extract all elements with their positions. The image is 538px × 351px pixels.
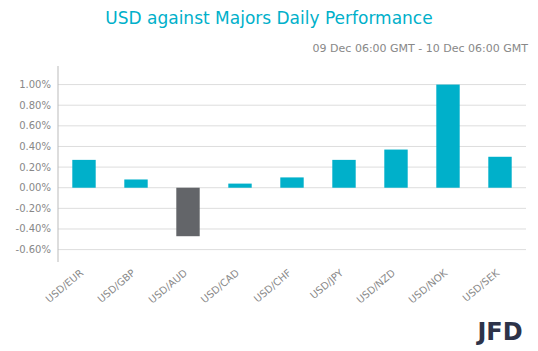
x-tick-label: USD/CHF <box>252 267 294 305</box>
x-tick-label: USD/NZD <box>354 267 397 306</box>
watermark: JFD <box>475 318 522 346</box>
bar <box>436 85 459 188</box>
x-tick-label: USD/CAD <box>199 267 242 305</box>
y-tick-label: -0.60% <box>16 244 51 255</box>
y-tick-label: -0.20% <box>16 203 51 214</box>
x-tick-label: USD/NOK <box>406 267 449 306</box>
bar <box>176 188 199 236</box>
grid-line <box>58 228 526 229</box>
bar <box>228 184 251 188</box>
x-tick-label: USD/JPY <box>308 267 346 301</box>
title: USD against Majors Daily Performance <box>105 8 432 28</box>
y-tick-label: 0.20% <box>19 162 51 173</box>
bar <box>124 179 147 187</box>
y-tick-label: 1.00% <box>19 79 51 90</box>
x-tick-label: USD/EUR <box>43 267 85 305</box>
grid-line <box>58 249 526 250</box>
bar <box>332 160 355 188</box>
chart: USD against Majors Daily Performance 09 D… <box>0 0 538 351</box>
y-tick-label: 0.60% <box>19 120 51 131</box>
y-axis-line <box>58 66 59 262</box>
bar <box>280 177 303 187</box>
y-tick-label: -0.40% <box>16 223 51 234</box>
x-tick-label: USD/AUD <box>147 267 190 306</box>
grid-line <box>58 208 526 209</box>
y-tick-label: 0.40% <box>19 141 51 152</box>
y-tick-label: 0.80% <box>19 100 51 111</box>
y-tick-label: 0.00% <box>19 182 51 193</box>
bar <box>384 150 407 188</box>
subtitle: 09 Dec 06:00 GMT - 10 Dec 06:00 GMT <box>313 42 529 55</box>
x-tick-label: USD/GBP <box>95 267 137 305</box>
bar <box>72 160 95 188</box>
grid <box>58 85 526 250</box>
bars <box>72 85 511 237</box>
x-tick-label: USD/SEK <box>461 267 502 304</box>
bar <box>488 157 511 188</box>
